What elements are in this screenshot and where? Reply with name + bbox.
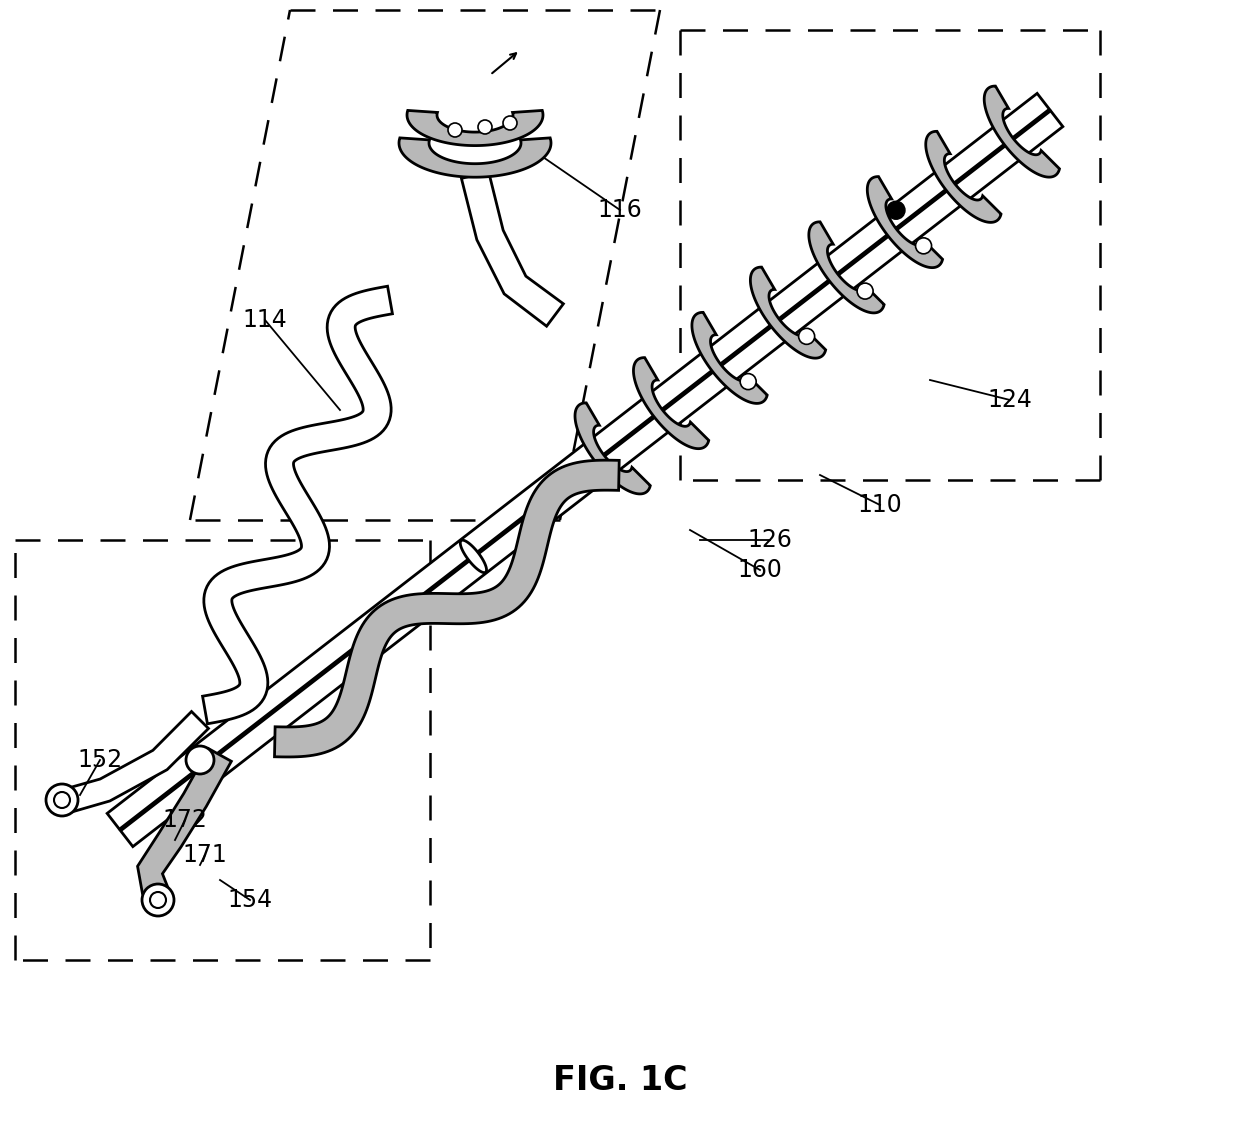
Polygon shape xyxy=(460,541,486,573)
Polygon shape xyxy=(867,177,942,267)
Text: 160: 160 xyxy=(738,558,782,582)
Polygon shape xyxy=(985,86,1059,177)
Polygon shape xyxy=(575,403,650,494)
Polygon shape xyxy=(120,111,1063,846)
Polygon shape xyxy=(274,460,619,757)
Polygon shape xyxy=(67,712,208,812)
Circle shape xyxy=(503,116,517,130)
Polygon shape xyxy=(926,131,1001,223)
Circle shape xyxy=(46,784,78,816)
Text: 126: 126 xyxy=(748,528,792,552)
Text: 154: 154 xyxy=(227,889,273,912)
Polygon shape xyxy=(692,312,768,403)
Polygon shape xyxy=(202,286,392,723)
Polygon shape xyxy=(407,110,543,146)
Text: FIG. 1C: FIG. 1C xyxy=(553,1063,687,1096)
Text: 171: 171 xyxy=(182,843,227,867)
Circle shape xyxy=(740,373,756,389)
Circle shape xyxy=(477,121,492,134)
Text: 124: 124 xyxy=(987,388,1033,412)
Text: 116: 116 xyxy=(598,197,642,222)
Circle shape xyxy=(915,238,931,254)
Circle shape xyxy=(143,884,174,916)
Circle shape xyxy=(887,201,905,219)
Polygon shape xyxy=(750,267,826,358)
Polygon shape xyxy=(461,171,563,326)
Text: 172: 172 xyxy=(162,808,207,832)
Text: 152: 152 xyxy=(77,748,123,771)
Polygon shape xyxy=(808,222,884,313)
Polygon shape xyxy=(138,748,232,893)
Circle shape xyxy=(448,123,463,137)
Text: 110: 110 xyxy=(858,492,903,517)
Circle shape xyxy=(150,892,166,908)
Polygon shape xyxy=(107,93,1049,829)
Polygon shape xyxy=(634,358,709,449)
Circle shape xyxy=(857,284,873,300)
Circle shape xyxy=(799,328,815,344)
Circle shape xyxy=(55,792,69,808)
Circle shape xyxy=(186,746,215,774)
Text: 114: 114 xyxy=(243,308,288,332)
Polygon shape xyxy=(399,138,551,177)
